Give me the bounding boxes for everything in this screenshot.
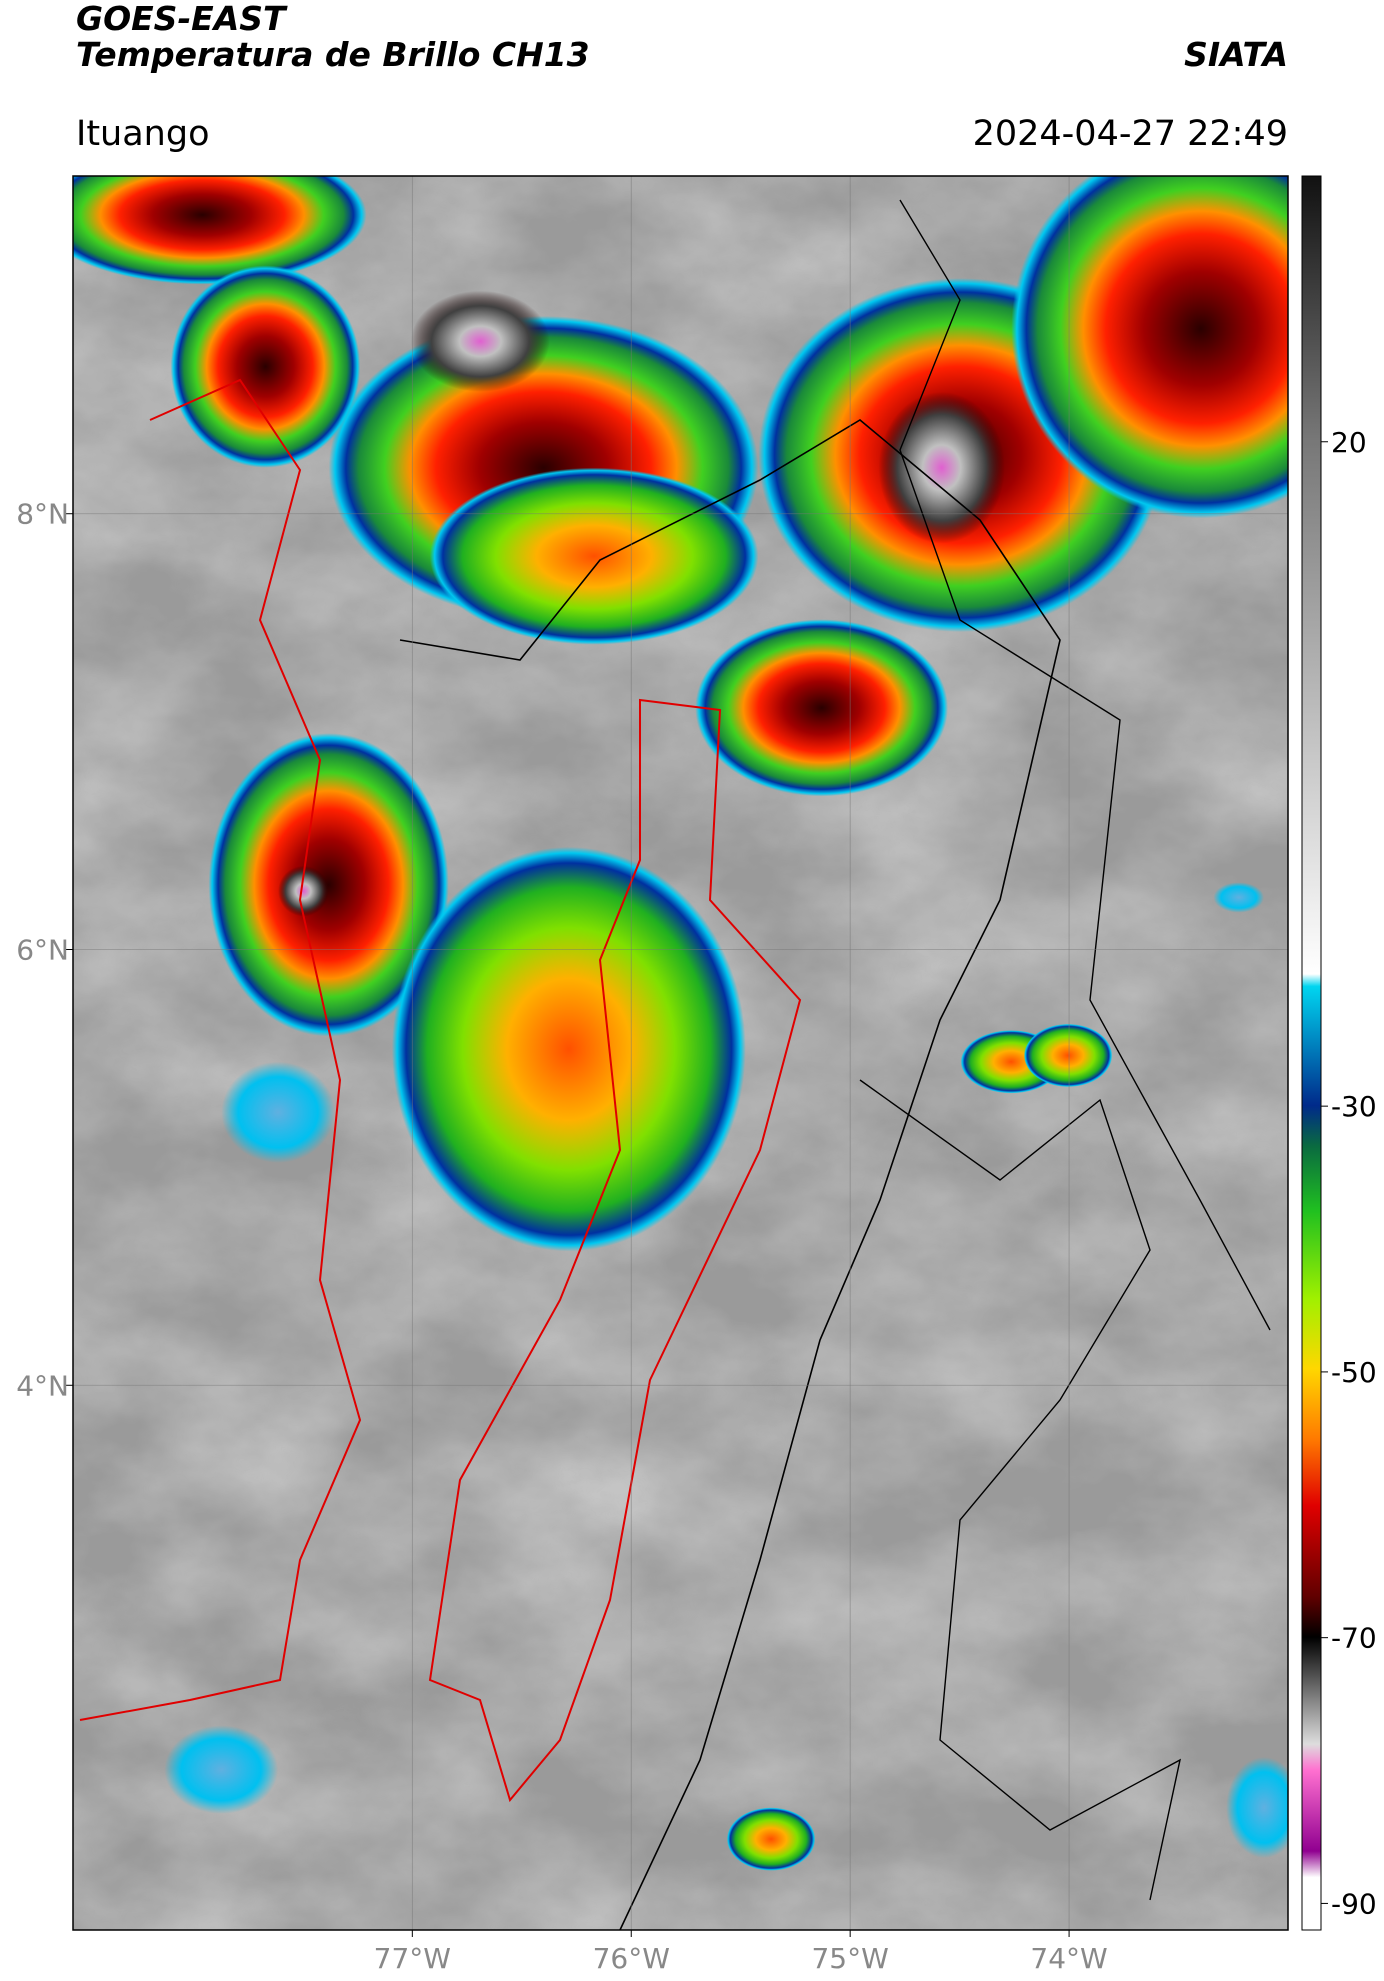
- colorbar-ticks: 20 -30 -50 -70 -90: [1321, 426, 1377, 1920]
- location: Ituango: [76, 114, 210, 154]
- y-tick-label: 4°N: [16, 1369, 69, 1402]
- cold-core: [278, 865, 329, 917]
- x-tick-label: 76°W: [593, 1942, 670, 1975]
- cold-core: [878, 391, 1005, 544]
- region-border: [428, 698, 802, 1803]
- cloud-top: [208, 733, 449, 1037]
- coast-border: [79, 378, 362, 1721]
- cloud-top: [1011, 176, 1288, 519]
- map-frame: [72, 175, 1289, 1931]
- cloud-top: [73, 176, 367, 285]
- cloud-top: [170, 265, 361, 468]
- datetime: 2024-04-27 22:49: [973, 114, 1288, 154]
- admin-border: [859, 199, 1271, 1901]
- y-tick-label: 8°N: [16, 498, 69, 531]
- cloud-top: [164, 1725, 279, 1814]
- cloud-top: [1023, 1023, 1113, 1088]
- admin-border: [399, 419, 1061, 1930]
- colorbar-tick-label: -90: [1331, 1887, 1377, 1920]
- cloud-top: [1226, 1756, 1288, 1859]
- storms: [73, 176, 1288, 1871]
- subtitle: Temperatura de Brillo CH13: [76, 35, 590, 74]
- colorbar-tick-label: -50: [1331, 1356, 1377, 1389]
- colorbar-tick-label: -30: [1331, 1090, 1377, 1123]
- colorbar-tick-label: -70: [1331, 1622, 1377, 1655]
- cloud-top: [391, 846, 746, 1252]
- map: [73, 176, 1288, 1930]
- y-tick-label: 6°N: [16, 934, 69, 967]
- cloud-top: [221, 1061, 335, 1163]
- source: SIATA: [1184, 35, 1288, 74]
- title: GOES-EAST: [76, 0, 288, 38]
- cloud-top: [695, 619, 948, 797]
- cold-core: [410, 290, 550, 392]
- cloud-top: [726, 1807, 816, 1871]
- cloud-top: [429, 467, 759, 645]
- grid: 77°W 76°W 75°W 74°W 4°N 6°N 8°N: [16, 176, 1288, 1975]
- colorbar-tick-label: 20: [1331, 426, 1367, 459]
- cloud-top: [1213, 882, 1264, 913]
- x-tick-label: 74°W: [1030, 1942, 1107, 1975]
- colorbar: [1301, 175, 1322, 1931]
- x-tick-label: 75°W: [811, 1942, 888, 1975]
- x-tick-label: 77°W: [374, 1942, 451, 1975]
